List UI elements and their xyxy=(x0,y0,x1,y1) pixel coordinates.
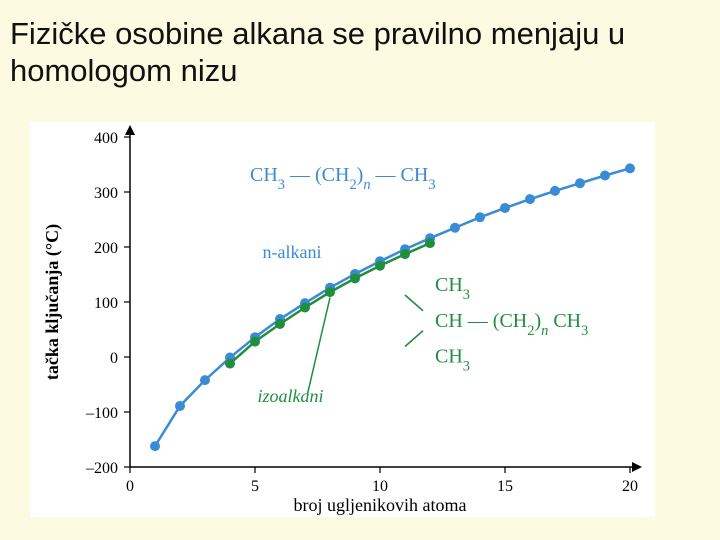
series-point-n-alkani xyxy=(450,223,460,233)
series-point-izoalkani xyxy=(250,337,260,347)
x-tick-label: 15 xyxy=(497,478,513,495)
series-point-izoalkani xyxy=(350,273,360,283)
series-point-izoalkani xyxy=(375,261,385,271)
series-point-izoalkani xyxy=(325,287,335,297)
series-point-izoalkani xyxy=(225,359,235,369)
series-line-izoalkani xyxy=(230,243,430,363)
y-tick-label: 0 xyxy=(110,350,118,367)
series-point-n-alkani xyxy=(600,171,610,181)
series-point-n-alkani xyxy=(550,186,560,196)
series-point-izoalkani xyxy=(425,238,435,248)
x-axis-arrow xyxy=(632,462,642,472)
y-tick-label: –100 xyxy=(85,405,118,422)
x-tick-label: 0 xyxy=(126,478,134,495)
y-tick-label: 200 xyxy=(94,240,118,257)
series-point-izoalkani xyxy=(275,319,285,329)
chart-svg: 0 5 10 15 20 –200 –100 0 100 200 300 400 broj ugljen… xyxy=(30,122,655,517)
x-tick-label: 5 xyxy=(251,478,259,495)
series-point-n-alkani xyxy=(200,375,210,385)
x-tick-label: 10 xyxy=(372,478,388,495)
y-axis-arrow xyxy=(125,125,135,135)
y-tick-label: 400 xyxy=(94,130,118,147)
series-point-izoalkani xyxy=(400,249,410,259)
chart-figure: 0 5 10 15 20 –200 –100 0 100 200 300 400 broj ugljen… xyxy=(30,122,655,517)
series-point-n-alkani xyxy=(625,163,635,173)
formula-iso-bot: CH3 xyxy=(435,346,470,375)
y-axis-label: tačka ključanja (°C) xyxy=(42,224,63,380)
y-tick-label: –200 xyxy=(85,460,118,477)
label-izoalkani-pointer xyxy=(308,298,331,394)
series-line-n-alkani xyxy=(155,168,630,446)
x-axis-label: broj ugljenikovih atoma xyxy=(294,495,467,515)
x-tick-label: 20 xyxy=(622,478,638,495)
y-tick-label: 300 xyxy=(94,185,118,202)
series-point-izoalkani xyxy=(300,303,310,313)
series-point-n-alkani xyxy=(500,203,510,213)
series-point-n-alkani xyxy=(175,401,185,411)
label-izoalkani: izoalkani xyxy=(258,386,324,406)
formula-n-alkani: CH3 — (CH2)n — CH3 xyxy=(250,164,436,193)
series-point-n-alkani xyxy=(475,212,485,222)
series-point-n-alkani xyxy=(150,441,160,451)
label-n-alkani: n-alkani xyxy=(263,242,322,262)
formula-iso-top: CH3 xyxy=(435,274,470,303)
formula-iso-mid: CH — (CH2)n CH3 xyxy=(435,310,588,339)
page-title: Fizičke osobine alkana se pravilno menja… xyxy=(10,15,710,89)
series-point-n-alkani xyxy=(575,178,585,188)
formula-iso-bond-top xyxy=(405,295,423,311)
y-tick-label: 100 xyxy=(94,295,118,312)
formula-iso-bond-bot xyxy=(405,331,423,347)
series-point-n-alkani xyxy=(525,194,535,204)
